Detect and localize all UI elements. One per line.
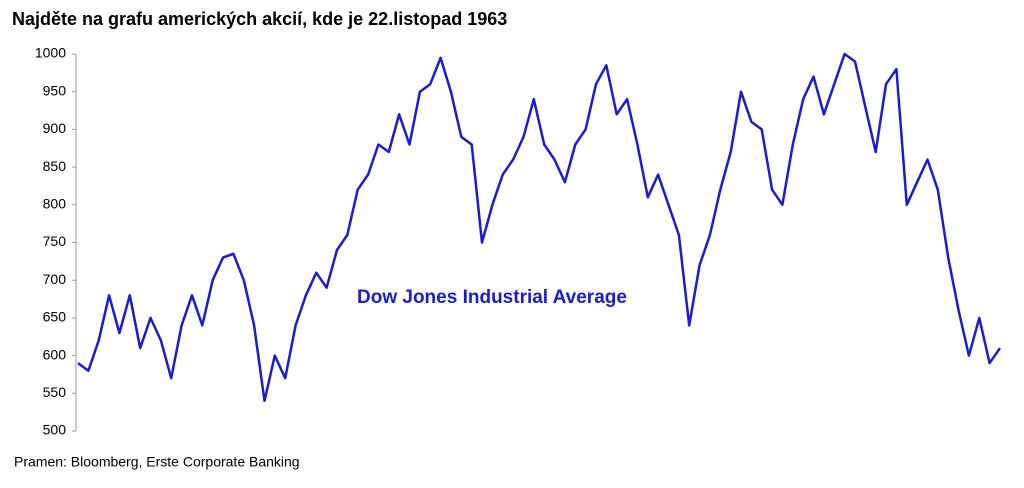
line-series [77, 52, 1002, 403]
y-tick-label: 700 [43, 271, 67, 287]
y-tick-label: 500 [43, 422, 67, 438]
y-tick-label: 650 [43, 309, 67, 325]
y-tick-label: 600 [43, 346, 67, 362]
series-label: Dow Jones Industrial Average [357, 287, 627, 308]
y-tick-label: 950 [43, 82, 67, 98]
chart-title: Najděte na grafu amerických akcií, kde j… [12, 9, 507, 29]
y-tick-label: 550 [43, 384, 67, 400]
y-tick-label: 750 [43, 233, 67, 249]
source-note: Pramen: Bloomberg, Erste Corporate Banki… [14, 454, 300, 470]
y-tick-label: 800 [43, 196, 67, 212]
y-tick-label: 1000 [35, 45, 66, 61]
y-tick-label: 900 [43, 120, 67, 136]
y-tick-label: 850 [43, 158, 67, 174]
